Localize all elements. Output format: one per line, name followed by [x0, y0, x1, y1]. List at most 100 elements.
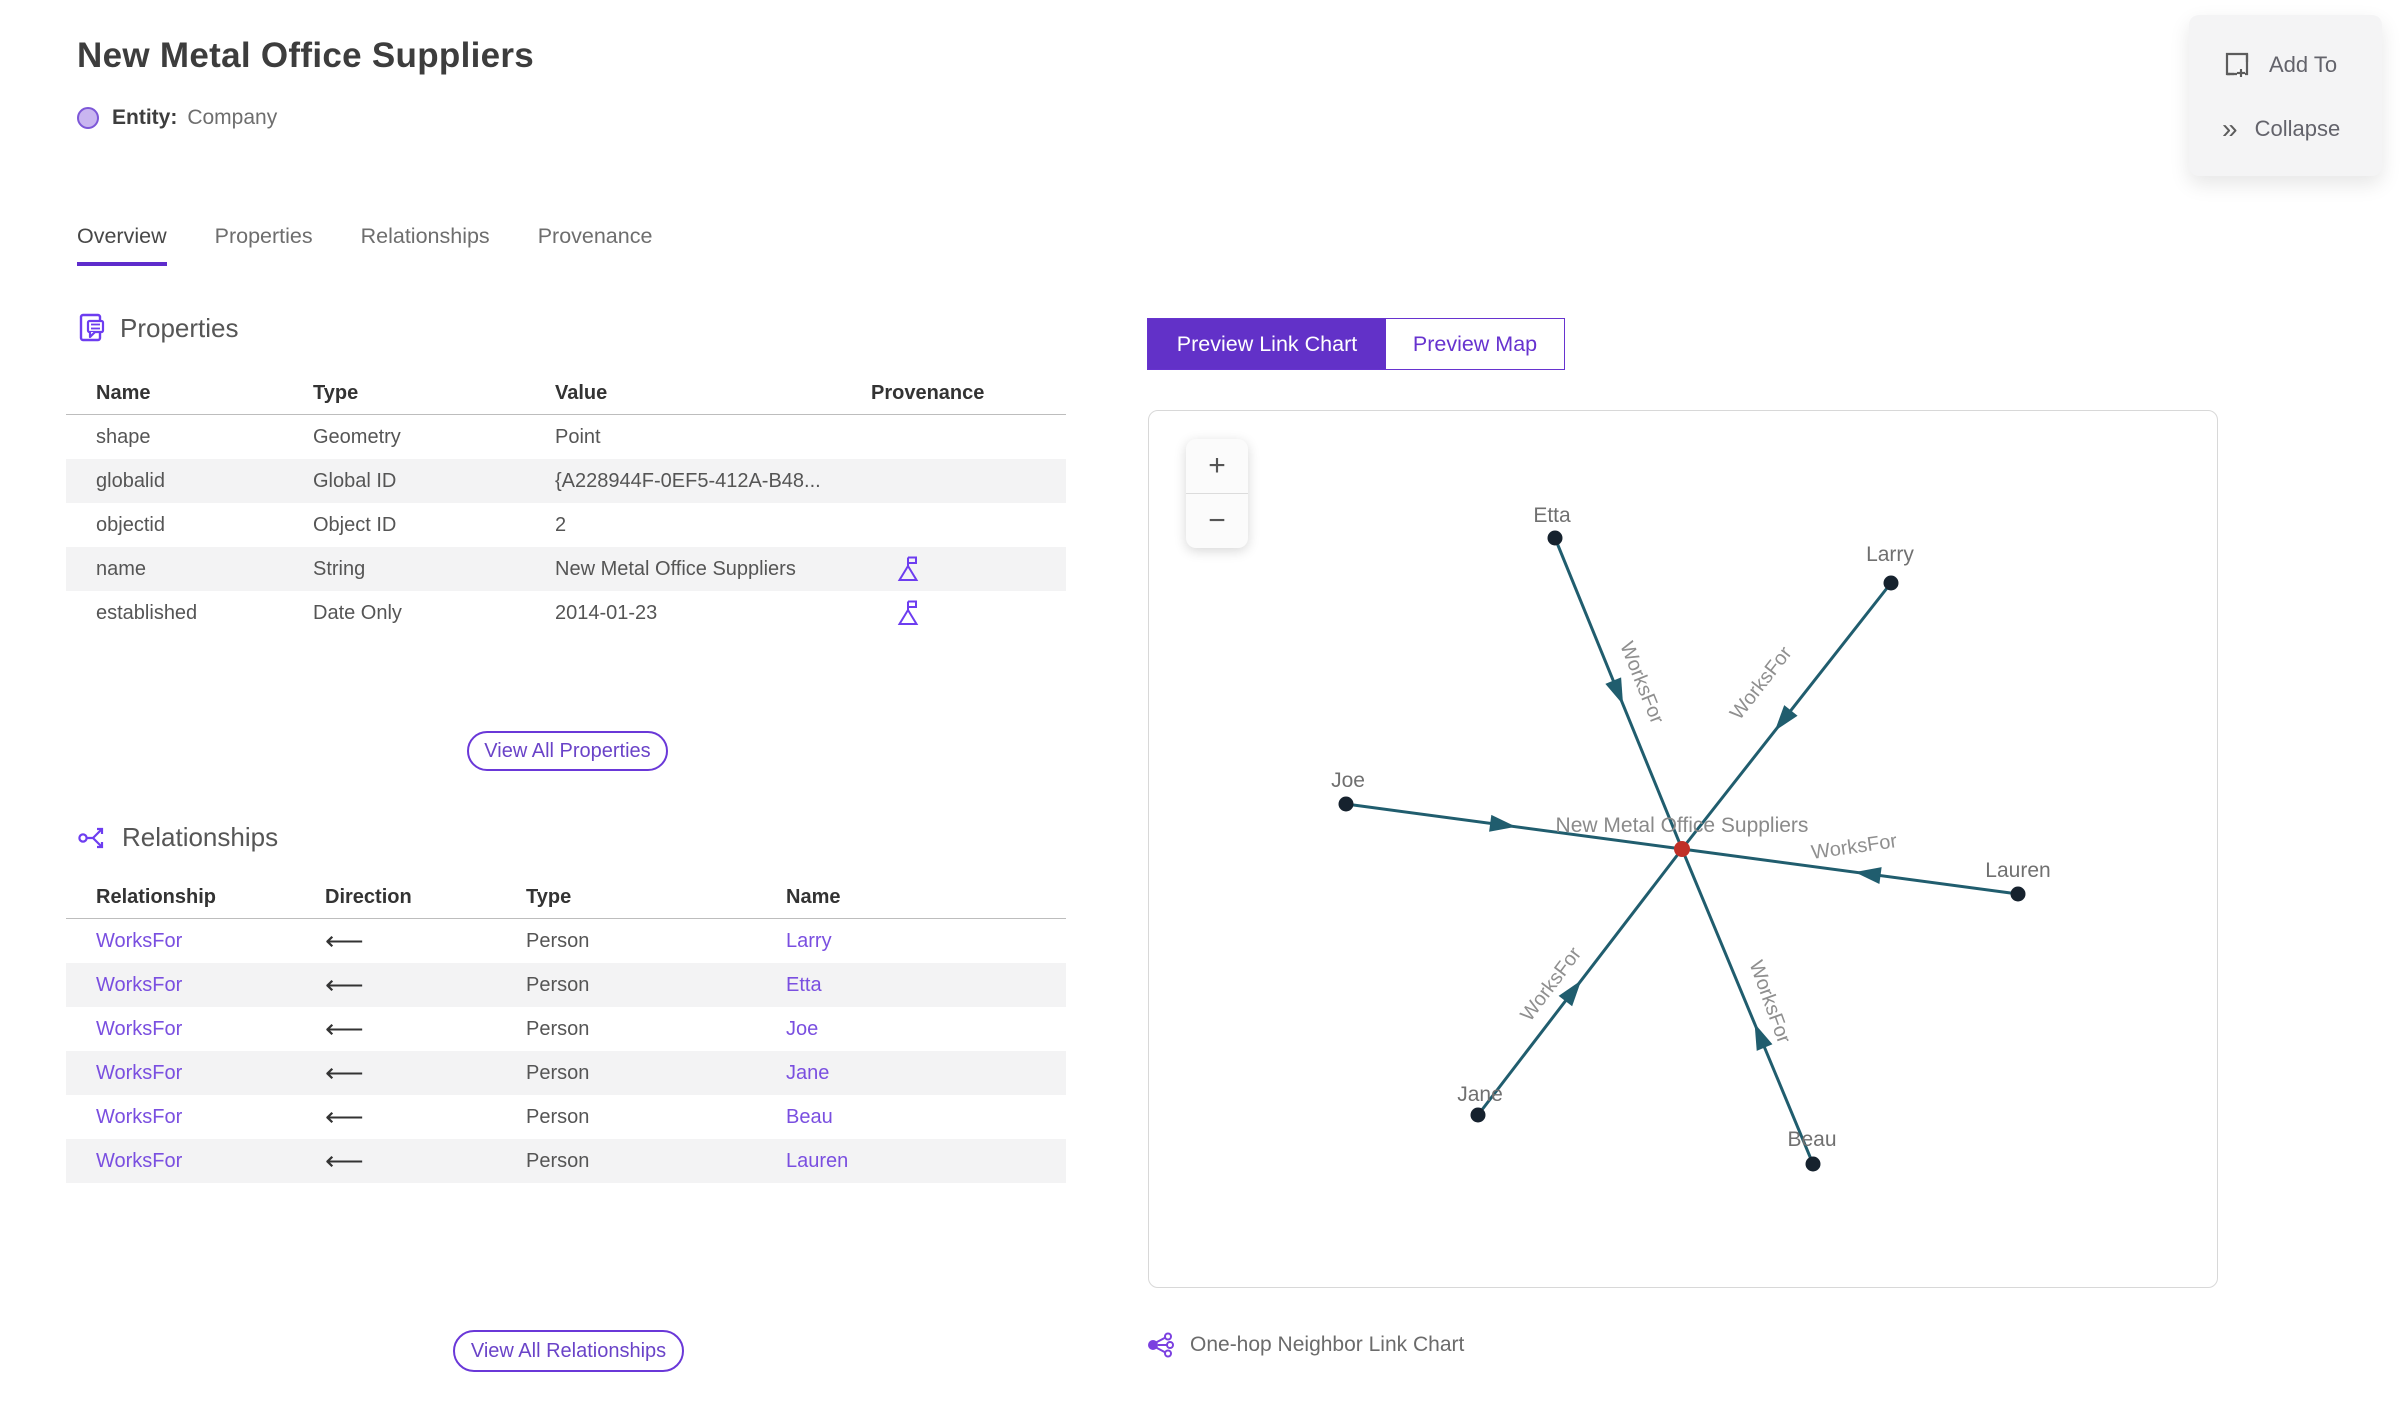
- relationships-table-header: Relationship Direction Type Name: [66, 876, 1066, 919]
- edge-arrowhead: [1558, 980, 1582, 1007]
- tab-properties[interactable]: Properties: [214, 224, 313, 248]
- edge-arrowhead: [1605, 677, 1624, 705]
- edge-arrowhead: [1489, 814, 1516, 832]
- relationship-type-link[interactable]: WorksFor: [96, 1017, 183, 1040]
- relationship-type-link[interactable]: WorksFor: [96, 1105, 183, 1128]
- prop-type-cell: Geometry: [313, 425, 401, 448]
- person-node[interactable]: [1883, 575, 1899, 591]
- prop-value-cell: {A228944F-0EF5-412A-B48...: [555, 469, 821, 492]
- related-entity-type-cell: Person: [526, 1149, 590, 1172]
- zoom-divider: [1186, 493, 1248, 494]
- col-header-provenance: Provenance: [871, 381, 985, 404]
- property-row: established Date Only 2014-01-23: [66, 591, 1066, 635]
- properties-section-title: Properties: [120, 312, 239, 343]
- direction-arrow: ⟵: [325, 969, 364, 1000]
- chart-caption-text: One-hop Neighbor Link Chart: [1190, 1333, 1465, 1356]
- relationship-type-link[interactable]: WorksFor: [96, 929, 183, 952]
- mountain-flag-icon[interactable]: [895, 598, 921, 628]
- chart-caption: One-hop Neighbor Link Chart: [1146, 1332, 1464, 1358]
- edge-arrowhead: [1774, 705, 1798, 731]
- prop-value-cell: 2014-01-23: [555, 601, 658, 624]
- col-header-type: Type: [313, 381, 359, 404]
- link-chart-panel[interactable]: WorksFor WorksFor WorksFor WorksFor WorksFor…: [1148, 410, 2218, 1288]
- node-label: Joe: [1331, 769, 1365, 792]
- prop-name-cell: globalid: [96, 469, 165, 492]
- prop-value-cell: New Metal Office Suppliers: [555, 557, 796, 580]
- person-node[interactable]: [2010, 886, 2026, 902]
- edge-label: WorksFor: [1810, 830, 1899, 864]
- relationships-section-title: Relationships: [122, 822, 279, 852]
- add-to-label: Add To: [2269, 52, 2338, 77]
- property-row: shape Geometry Point: [66, 415, 1066, 459]
- preview-map-button[interactable]: Preview Map: [1386, 319, 1564, 369]
- tab-relationships[interactable]: Relationships: [360, 224, 490, 248]
- entity-label: Entity:: [112, 106, 178, 129]
- edge-label: WorksFor: [1745, 958, 1795, 1047]
- related-entity-type-cell: Person: [526, 973, 590, 996]
- mountain-flag-icon[interactable]: [895, 554, 921, 584]
- tab-overview[interactable]: Overview: [77, 224, 167, 266]
- zoom-out-button[interactable]: −: [1208, 504, 1226, 537]
- prop-type-cell: Global ID: [313, 469, 397, 492]
- entity-type-dot-icon: [77, 107, 99, 129]
- person-node[interactable]: [1805, 1156, 1821, 1172]
- relationship-row: WorksFor ⟵ Person Joe: [66, 1007, 1066, 1051]
- node-label: Etta: [1533, 504, 1571, 527]
- related-entity-name-link[interactable]: Larry: [786, 929, 832, 952]
- related-entity-name-link[interactable]: Lauren: [786, 1149, 849, 1172]
- related-entity-type-cell: Person: [526, 1105, 590, 1128]
- prop-type-cell: Object ID: [313, 513, 397, 536]
- frame-plus-icon: [2225, 52, 2249, 77]
- node-label: Jane: [1457, 1083, 1503, 1106]
- node-label: Beau: [1787, 1128, 1836, 1151]
- relationship-type-link[interactable]: WorksFor: [96, 1061, 183, 1084]
- view-all-properties-button[interactable]: View All Properties: [467, 731, 668, 771]
- node-label: Larry: [1866, 543, 1914, 566]
- property-row: name String New Metal Office Suppliers: [66, 547, 1066, 591]
- related-entity-name-link[interactable]: Beau: [786, 1105, 833, 1128]
- prop-provenance-cell: [871, 554, 1066, 584]
- view-all-relationships-button[interactable]: View All Relationships: [453, 1330, 684, 1372]
- person-node[interactable]: [1547, 530, 1563, 546]
- relationship-type-link[interactable]: WorksFor: [96, 1149, 183, 1172]
- prop-name-cell: objectid: [96, 513, 165, 536]
- tab-provenance[interactable]: Provenance: [537, 224, 653, 248]
- properties-section-header: Properties: [77, 312, 239, 344]
- node-label: Lauren: [1985, 859, 2050, 882]
- col-header-name: Name: [786, 885, 841, 908]
- branch-share-icon: [78, 827, 104, 848]
- related-entity-name-link[interactable]: Jane: [786, 1061, 830, 1084]
- relationship-row: WorksFor ⟵ Person Lauren: [66, 1139, 1066, 1183]
- related-entity-name-link[interactable]: Etta: [786, 973, 822, 996]
- relationship-row: WorksFor ⟵ Person Larry: [66, 919, 1066, 963]
- add-to-button[interactable]: Add To: [2189, 45, 2382, 85]
- preview-link-chart-button[interactable]: Preview Link Chart: [1148, 319, 1386, 369]
- relationship-row: WorksFor ⟵ Person Beau: [66, 1095, 1066, 1139]
- company-center-node[interactable]: [1674, 841, 1690, 857]
- edge-line: [1680, 848, 1815, 1165]
- page-comment-icon: [79, 313, 105, 342]
- edge-arrowhead: [1854, 867, 1882, 884]
- properties-table-header: Name Type Value Provenance: [66, 372, 1066, 415]
- col-header-relationship: Relationship: [96, 885, 217, 908]
- properties-table: Name Type Value Provenance shape Geometry…: [66, 372, 1066, 635]
- collapse-button[interactable]: » Collapse: [2189, 109, 2382, 149]
- actions-card: Add To » Collapse: [2189, 15, 2382, 176]
- zoom-in-button[interactable]: +: [1208, 449, 1226, 482]
- col-header-value: Value: [555, 381, 608, 404]
- preview-toggle: Preview Link Chart Preview Map: [1147, 318, 1565, 370]
- page-title: New Metal Office Suppliers: [77, 36, 535, 75]
- person-node[interactable]: [1338, 796, 1354, 812]
- relationship-row: WorksFor ⟵ Person Jane: [66, 1051, 1066, 1095]
- direction-arrow: ⟵: [325, 925, 364, 956]
- entity-value: Company: [187, 106, 278, 129]
- double-chevron-right-icon: »: [2222, 113, 2238, 144]
- direction-arrow: ⟵: [325, 1145, 364, 1176]
- person-node[interactable]: [1470, 1107, 1486, 1123]
- relationship-type-link[interactable]: WorksFor: [96, 973, 183, 996]
- related-entity-name-link[interactable]: Joe: [786, 1017, 819, 1040]
- edge-line: [1681, 847, 2019, 896]
- direction-arrow: ⟵: [325, 1101, 364, 1132]
